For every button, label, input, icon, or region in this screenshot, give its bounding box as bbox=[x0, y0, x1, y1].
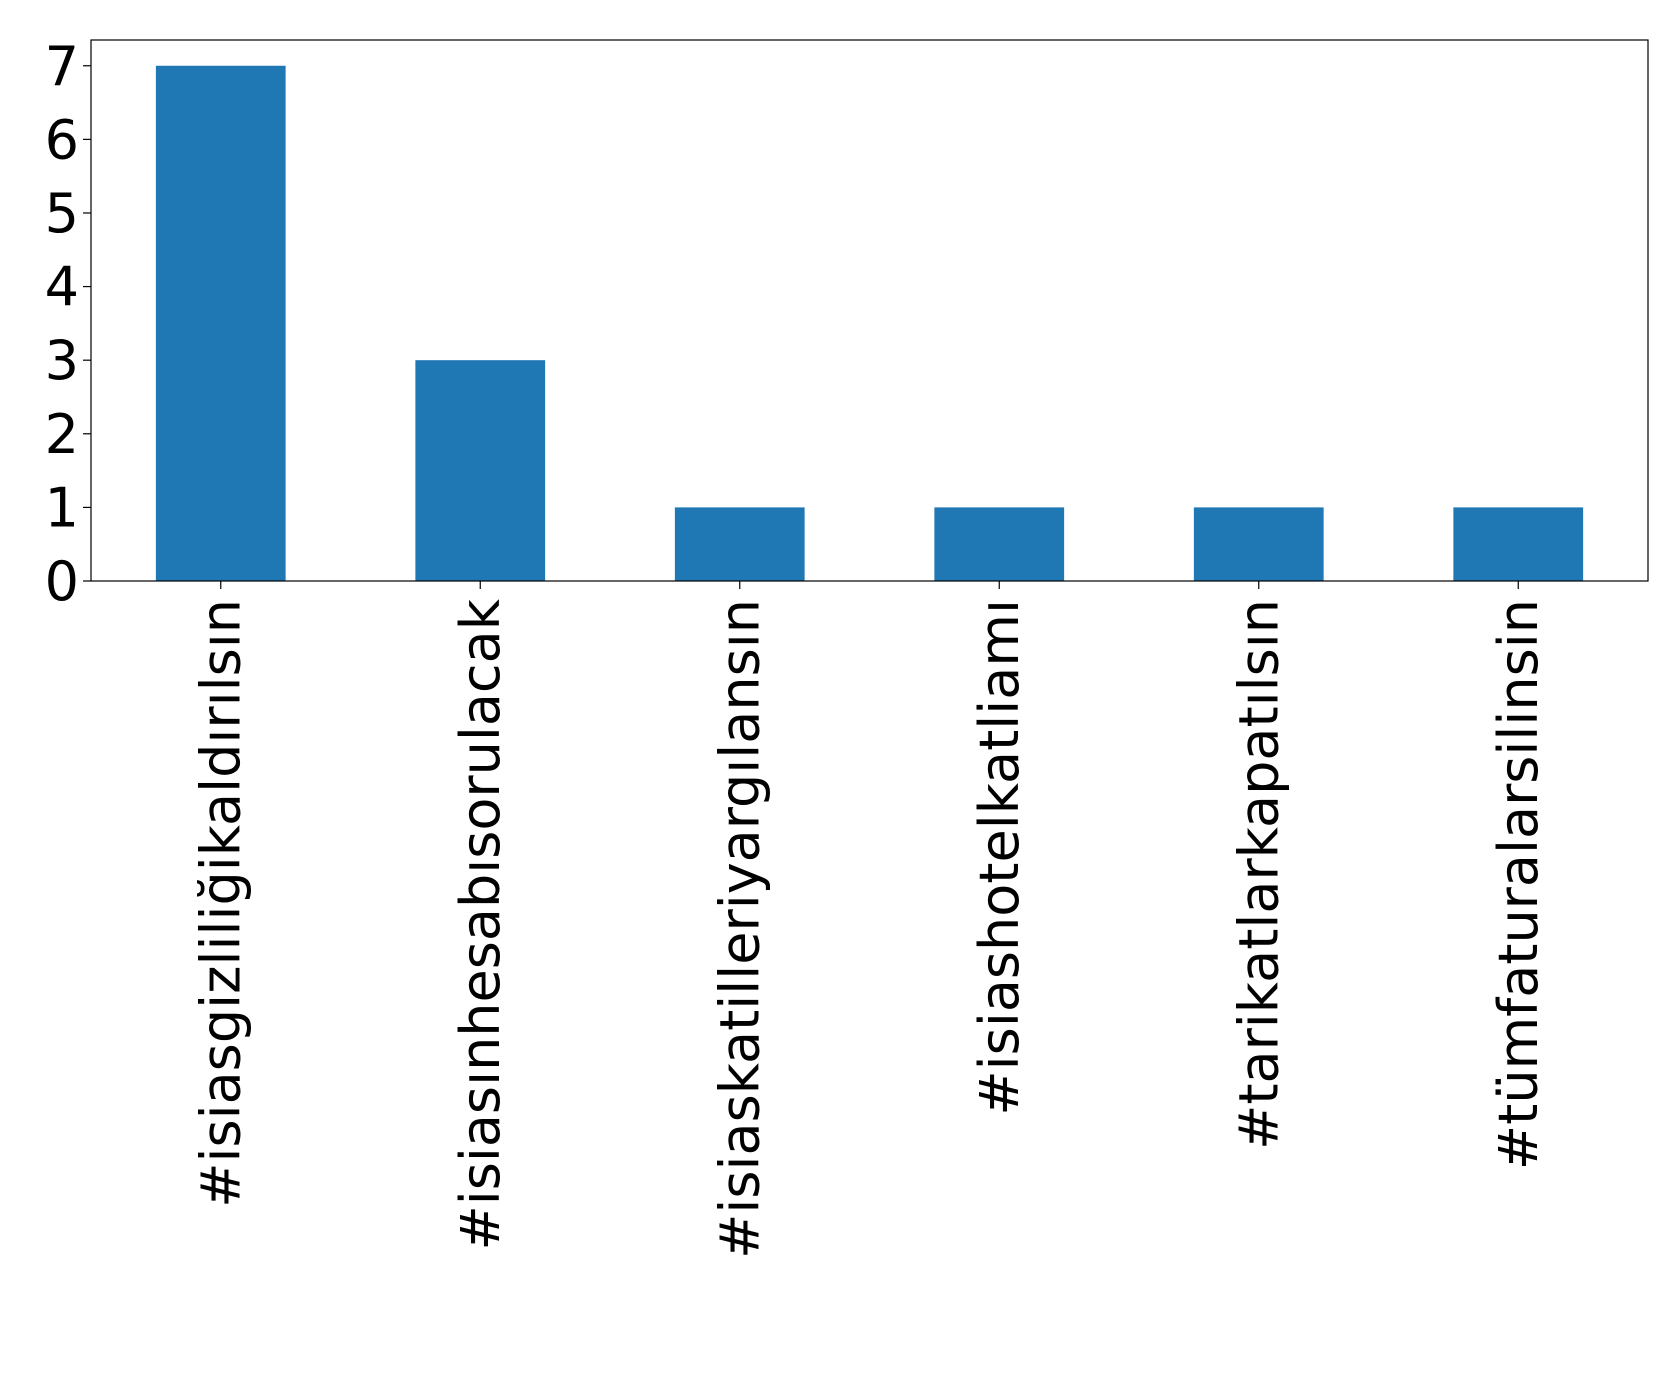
y-tick-label: 4 bbox=[45, 256, 79, 319]
y-tick-label: 2 bbox=[45, 403, 79, 466]
x-tick-label: #isiasınhesabısorulacak bbox=[449, 598, 512, 1250]
y-tick-label: 5 bbox=[45, 182, 79, 245]
y-tick-label: 7 bbox=[45, 35, 79, 98]
bar-1 bbox=[155, 65, 286, 581]
y-tick-label: 1 bbox=[45, 476, 79, 539]
x-tick-label: #tarikatlarkapatılsın bbox=[1227, 599, 1290, 1150]
x-tick-label: #tümfaturalarsilinsin bbox=[1487, 599, 1550, 1170]
x-tick-label: #isiaskatilleriyargılansın bbox=[708, 599, 771, 1259]
bar-3 bbox=[674, 507, 805, 581]
bar-4 bbox=[934, 507, 1065, 581]
y-axis-ticks: 0 1 2 3 4 5 6 7 bbox=[45, 35, 91, 613]
bar-5 bbox=[1193, 507, 1324, 581]
y-tick-label: 3 bbox=[45, 329, 79, 392]
x-tick-label: #isiasgizliliğikaldırılsın bbox=[189, 599, 252, 1208]
plot-frame bbox=[90, 39, 1649, 582]
x-tick-label: #isiashotelkatliamı bbox=[968, 599, 1031, 1116]
bars-group bbox=[155, 65, 1584, 581]
y-tick-label: 0 bbox=[45, 550, 79, 613]
y-tick-label: 6 bbox=[45, 108, 79, 171]
bar-2 bbox=[415, 360, 546, 581]
x-axis-ticks: #isiasgizliliğikaldırılsın #isiasınhesabı… bbox=[189, 581, 1550, 1259]
bar-6 bbox=[1453, 507, 1584, 581]
